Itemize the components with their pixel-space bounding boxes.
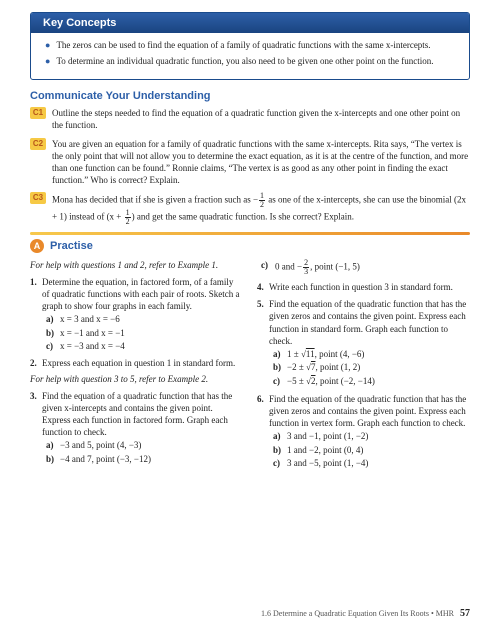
sub-text: −5 ± √2, point (−2, −14) — [287, 375, 375, 388]
question-number: 1. — [30, 276, 42, 353]
bullet-text: To determine an individual quadratic fun… — [56, 55, 433, 67]
question-body: Determine the equation, in factored form… — [42, 276, 243, 353]
sub-text: 3 and −1, point (1, −2) — [287, 430, 368, 443]
question-number: 4. — [257, 281, 269, 293]
question-number: 3. — [30, 390, 42, 466]
question-body: Express each equation in question 1 in s… — [42, 357, 243, 369]
page-footer: 1.6 Determine a Quadratic Equation Given… — [261, 608, 470, 619]
sub-label: b) — [273, 444, 287, 457]
cu-text: Outline the steps needed to find the equ… — [52, 107, 470, 131]
question-number: 6. — [257, 393, 269, 470]
page-number: 57 — [460, 608, 470, 619]
question: 5. Find the equation of the quadratic fu… — [257, 298, 470, 387]
sub-text: 0 and −23, point (−1, 5) — [275, 259, 360, 276]
question-body: Find the equation of the quadratic funct… — [269, 393, 470, 470]
question-body: Find the equation of the quadratic funct… — [269, 298, 470, 387]
key-concepts-body: ● The zeros can be used to find the equat… — [31, 33, 469, 79]
sub-label: c) — [273, 457, 287, 470]
question: 3. Find the equation of a quadratic func… — [30, 390, 243, 466]
sub-text: −4 and 7, point (−3, −12) — [60, 453, 151, 466]
right-column: c)0 and −23, point (−1, 5) 4. Write each… — [257, 257, 470, 471]
sub-text: −3 and 5, point (4, −3) — [60, 439, 141, 452]
practise-heading-row: A Practise — [30, 239, 470, 253]
example-note: For help with question 3 to 5, refer to … — [30, 374, 243, 386]
communicate-item: C2 You are given an equation for a famil… — [30, 138, 470, 187]
question-body: Write each function in question 3 in sta… — [269, 281, 470, 293]
key-concepts-bullet: ● The zeros can be used to find the equat… — [45, 39, 455, 51]
sub-label: b) — [273, 361, 287, 374]
sub-label: c) — [261, 259, 275, 276]
question-body: Find the equation of a quadratic functio… — [42, 390, 243, 466]
bullet-icon: ● — [45, 55, 50, 67]
cu-text: You are given an equation for a family o… — [52, 138, 470, 187]
communicate-heading: Communicate Your Understanding — [30, 90, 470, 102]
question: 4. Write each function in question 3 in … — [257, 281, 470, 293]
communicate-item: C3 Mona has decided that if she is given… — [30, 192, 470, 226]
sub-label: c) — [46, 340, 60, 353]
communicate-item: C1 Outline the steps needed to find the … — [30, 107, 470, 131]
footer-text: 1.6 Determine a Quadratic Equation Given… — [261, 609, 454, 618]
example-note: For help with questions 1 and 2, refer t… — [30, 260, 243, 272]
sub-label: b) — [46, 453, 60, 466]
sub-text: x = 3 and x = −6 — [60, 313, 120, 326]
cu-badge: C2 — [30, 138, 46, 150]
question: 6. Find the equation of the quadratic fu… — [257, 393, 470, 470]
key-concepts-bullet: ● To determine an individual quadratic fu… — [45, 55, 455, 67]
practise-heading: Practise — [50, 240, 93, 252]
sub-text: x = −1 and x = −1 — [60, 327, 125, 340]
key-concepts-box: Key Concepts ● The zeros can be used to f… — [30, 12, 470, 80]
cu-badge: C1 — [30, 107, 46, 119]
sub-label: a) — [46, 439, 60, 452]
practise-badge: A — [30, 239, 44, 253]
cu-text: Mona has decided that if she is given a … — [52, 192, 470, 226]
bullet-icon: ● — [45, 39, 50, 51]
sub-text: −2 ± √7, point (1, 2) — [287, 361, 360, 374]
cu-badge: C3 — [30, 192, 46, 204]
sub-text: 1 ± √11, point (4, −6) — [287, 348, 364, 361]
section-rule — [30, 232, 470, 235]
question: 1. Determine the equation, in factored f… — [30, 276, 243, 353]
sub-label: a) — [46, 313, 60, 326]
sub-label: c) — [273, 375, 287, 388]
key-concepts-header: Key Concepts — [31, 13, 469, 33]
sub-label: a) — [273, 348, 287, 361]
sub-label: a) — [273, 430, 287, 443]
left-column: For help with questions 1 and 2, refer t… — [30, 257, 243, 471]
question-number: 2. — [30, 357, 42, 369]
question: 2. Express each equation in question 1 i… — [30, 357, 243, 369]
sub-text: x = −3 and x = −4 — [60, 340, 125, 353]
sub-text: 3 and −5, point (1, −4) — [287, 457, 368, 470]
question-number: 5. — [257, 298, 269, 387]
practise-columns: For help with questions 1 and 2, refer t… — [30, 257, 470, 471]
sub-label: b) — [46, 327, 60, 340]
sub-text: 1 and −2, point (0, 4) — [287, 444, 363, 457]
bullet-text: The zeros can be used to find the equati… — [56, 39, 430, 51]
